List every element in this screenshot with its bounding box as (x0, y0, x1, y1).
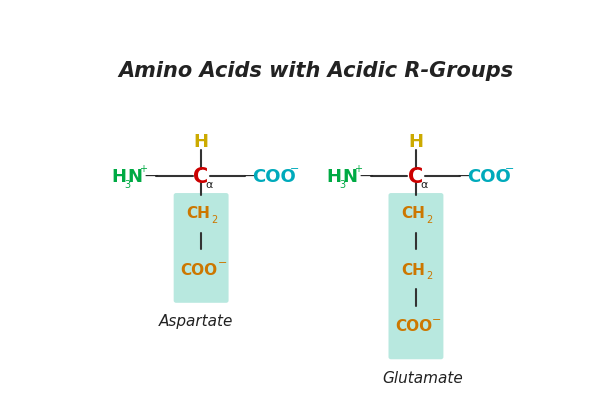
Text: Glutamate: Glutamate (383, 370, 463, 385)
Text: —: — (359, 170, 373, 184)
Text: CH: CH (401, 206, 425, 221)
Text: Aspartate: Aspartate (159, 313, 233, 328)
Text: COO: COO (180, 262, 218, 277)
Text: α: α (206, 180, 213, 190)
Text: C: C (408, 167, 424, 187)
Text: —: — (243, 170, 257, 184)
Text: −: − (217, 257, 227, 267)
FancyBboxPatch shape (174, 194, 229, 303)
Text: H: H (193, 132, 209, 150)
Text: 2: 2 (426, 271, 432, 281)
Text: −: − (432, 314, 442, 324)
Text: COO: COO (467, 168, 511, 186)
Text: C: C (193, 167, 209, 187)
Text: 3: 3 (339, 179, 345, 189)
Text: H: H (326, 168, 341, 186)
Text: —: — (458, 170, 471, 184)
Text: −: − (290, 164, 299, 174)
Text: −: − (505, 164, 514, 174)
Text: CH: CH (401, 262, 425, 277)
Text: 2: 2 (211, 214, 217, 224)
FancyBboxPatch shape (389, 194, 444, 359)
Text: N: N (128, 168, 143, 186)
Text: H: H (408, 132, 423, 150)
Text: +: + (354, 164, 362, 174)
Text: α: α (421, 180, 428, 190)
Text: COO: COO (253, 168, 296, 186)
Text: H: H (111, 168, 126, 186)
Text: N: N (342, 168, 357, 186)
Text: 2: 2 (426, 214, 432, 224)
Text: 3: 3 (124, 179, 130, 189)
Text: Amino Acids with Acidic R-Groups: Amino Acids with Acidic R-Groups (118, 61, 513, 81)
Text: CH: CH (186, 206, 210, 221)
Text: COO: COO (395, 318, 432, 333)
Text: —: — (144, 170, 158, 184)
Text: +: + (139, 164, 147, 174)
